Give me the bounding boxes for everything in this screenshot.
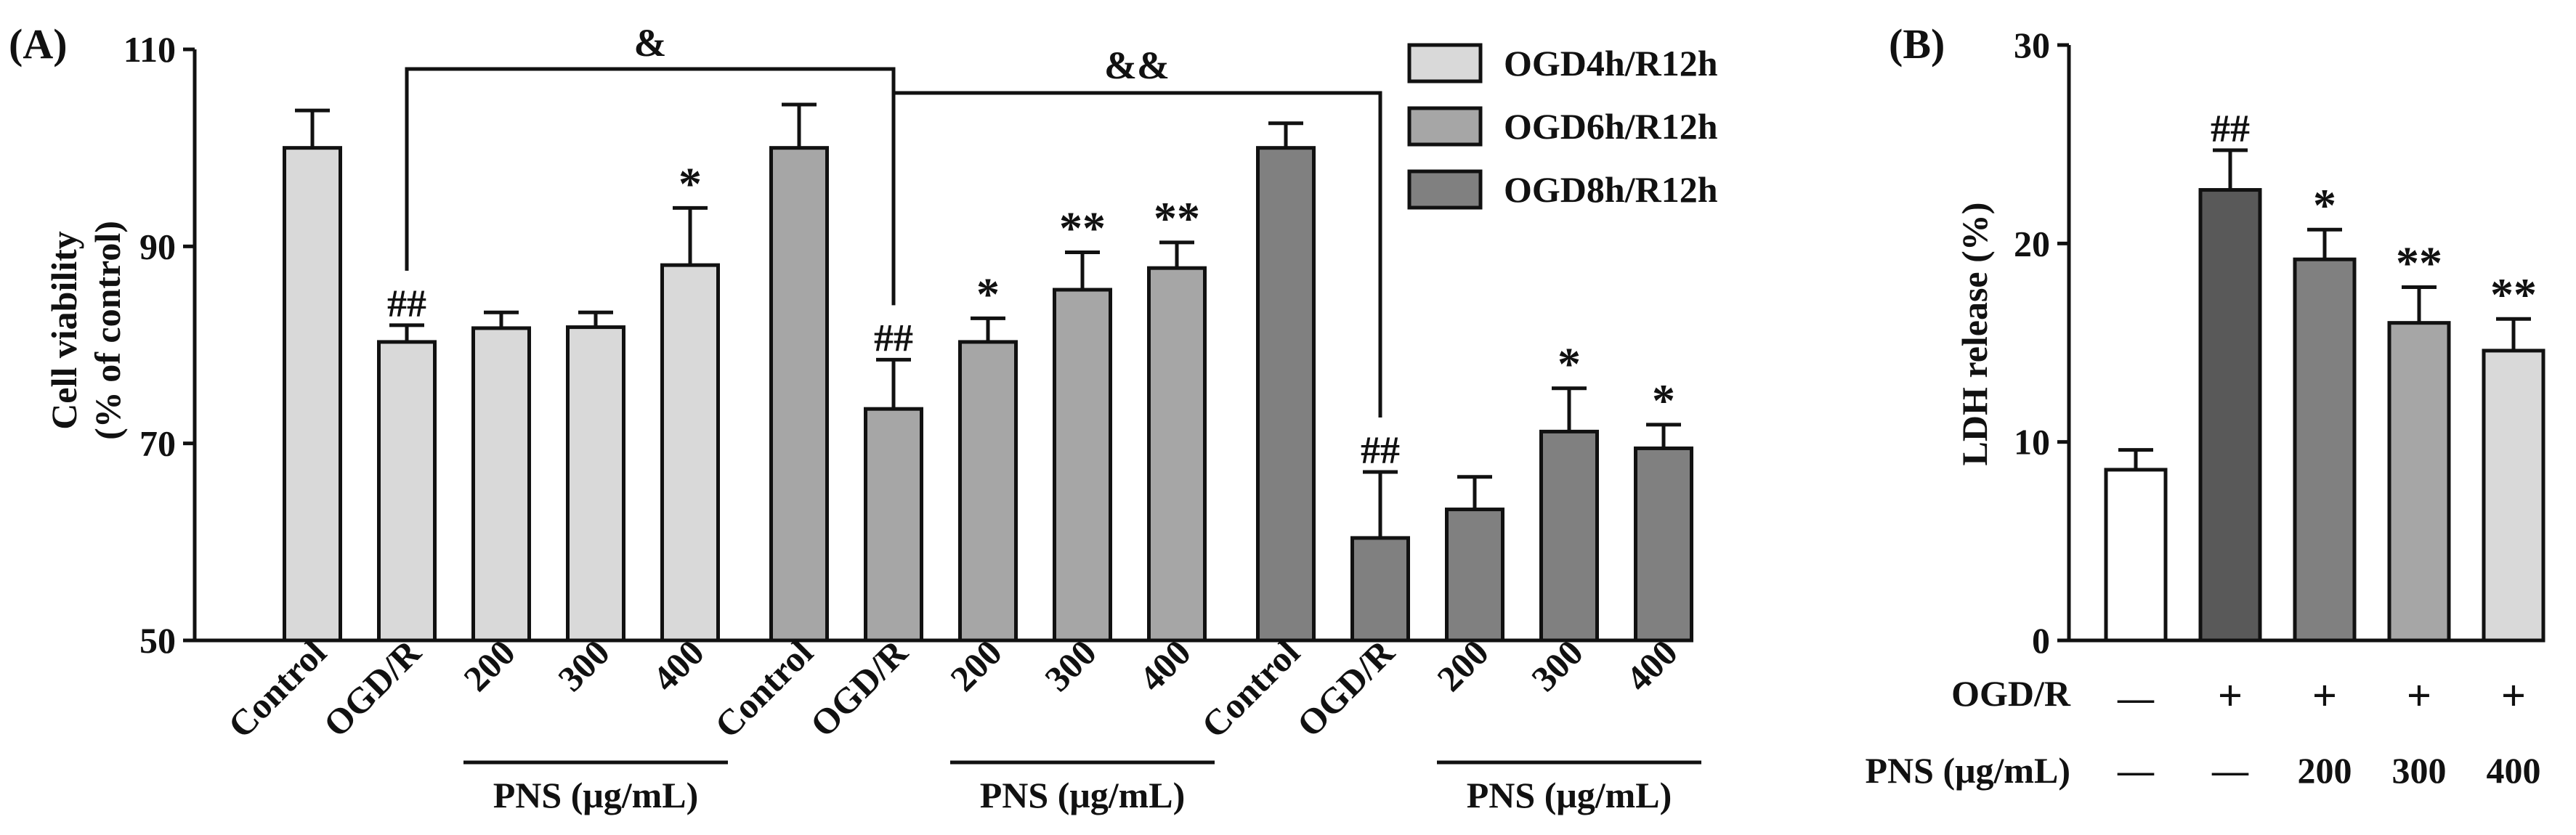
significance-label: **	[2396, 237, 2442, 288]
comparison-bracket	[894, 91, 1382, 418]
significance-label: ##	[1361, 428, 1400, 472]
ogd-row-value: +	[2407, 672, 2431, 720]
x-tick-label: OGD/R	[802, 632, 915, 745]
legend-label: OGD4h/R12h	[1504, 43, 1718, 84]
x-tick-label: Control	[1194, 632, 1308, 746]
x-tick-label: OGD/R	[315, 632, 429, 745]
significance-label: *	[679, 158, 702, 209]
legend-swatch	[1407, 106, 1483, 147]
significance-label: *	[976, 268, 1000, 319]
ogd-row-value: +	[2501, 672, 2526, 720]
pns-row-value: 400	[2487, 750, 2541, 791]
pns-row-value: —	[2211, 750, 2249, 791]
panel-b-plot: 0 10 20 30 — — ## + — * +200 ** +300 ** +400	[2014, 25, 2545, 791]
x-tick-label: OGD/R	[1289, 632, 1402, 745]
bar	[958, 340, 1018, 643]
y-tick-label: 90	[139, 226, 176, 266]
ogd-row-label: OGD/R	[1951, 673, 2071, 714]
bar	[2198, 188, 2262, 643]
significance-label: **	[1154, 192, 1200, 244]
panel-a-label: (A)	[9, 20, 68, 68]
panel-a-ylabel: Cell viability (% of control)	[44, 221, 128, 440]
significance-label: ##	[387, 282, 426, 325]
bar	[1053, 288, 1112, 643]
legend-label: OGD6h/R12h	[1504, 106, 1718, 147]
panel-a-ylabel-line2: (% of control)	[87, 221, 128, 440]
bar	[566, 325, 625, 643]
pns-row-value: 300	[2392, 750, 2447, 791]
pns-group-label: PNS (μg/mL)	[980, 775, 1186, 815]
pns-row-label: PNS (μg/mL)	[1866, 750, 2071, 791]
bar	[1539, 429, 1599, 643]
comparison-bracket	[405, 67, 896, 306]
bar	[1634, 446, 1693, 643]
significance-label: **	[1059, 202, 1106, 253]
pns-row-value: 200	[2298, 750, 2352, 791]
ogd-row-value: +	[2218, 672, 2243, 720]
ogd-row-value: +	[2312, 672, 2337, 720]
pns-group-label: PNS (μg/mL)	[1467, 775, 1672, 815]
bar	[2104, 468, 2168, 643]
ogd-row-value: —	[2117, 677, 2155, 718]
pns-group-label: PNS (μg/mL)	[493, 775, 699, 815]
y-tick-label: 50	[139, 620, 176, 661]
bar	[1445, 508, 1504, 643]
bar	[283, 146, 342, 643]
panel-b-ylabel: LDH release (%)	[1954, 203, 1995, 466]
significance-label: *	[1652, 375, 1675, 426]
y-tick-label: 70	[139, 423, 176, 464]
pns-row-value: —	[2117, 750, 2155, 791]
panel-a-ylabel-line1: Cell viability	[44, 231, 84, 430]
bar	[2293, 257, 2357, 643]
bar	[1147, 266, 1207, 643]
x-tick-label: Control	[707, 632, 821, 746]
bar	[471, 326, 531, 643]
comparison-label: &&	[1104, 44, 1170, 87]
significance-label: *	[2313, 179, 2336, 231]
y-tick-label: 0	[2032, 620, 2050, 661]
significance-label: ##	[2211, 107, 2250, 150]
bar	[2482, 349, 2545, 643]
panel-b-label: (B)	[1889, 20, 1945, 68]
bar	[1350, 536, 1410, 643]
legend-swatch	[1407, 43, 1483, 84]
significance-label: **	[2490, 269, 2537, 320]
significance-label: *	[1558, 338, 1581, 390]
x-tick-label: Control	[220, 632, 334, 746]
bar	[660, 263, 720, 643]
comparison-label: &	[634, 21, 667, 65]
y-tick-label: 110	[123, 29, 176, 70]
significance-label: ##	[874, 316, 913, 359]
bar	[2387, 321, 2451, 643]
y-tick-label: 30	[2014, 25, 2050, 65]
bar	[1256, 146, 1316, 643]
y-tick-label: 10	[2014, 422, 2050, 463]
legend-swatch	[1407, 169, 1483, 210]
bar	[769, 146, 829, 643]
y-tick-label: 20	[2014, 223, 2050, 264]
bar	[864, 407, 923, 643]
bar	[377, 340, 437, 643]
legend-label: OGD8h/R12h	[1504, 169, 1718, 210]
